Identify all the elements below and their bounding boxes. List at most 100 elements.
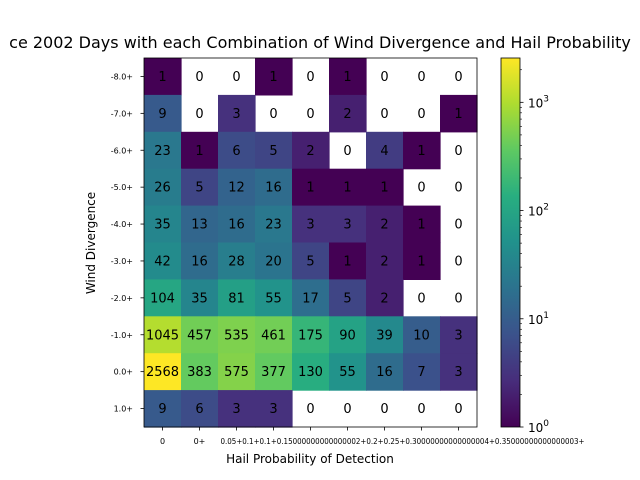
y-tick-label: -3.0+ [111, 257, 133, 266]
heatmap-cell [329, 205, 367, 244]
cell-value-label: 0 [380, 70, 388, 85]
cell-value-label: 3 [454, 328, 462, 343]
heatmap-cell [255, 205, 293, 244]
cell-value-label: 3 [269, 402, 277, 417]
heatmap-cell [440, 353, 478, 391]
y-axis-label: Wind Divergence [84, 192, 98, 294]
heatmap-cell [366, 168, 404, 207]
cell-value-label: 2 [343, 107, 351, 122]
x-axis-label: Hail Probability of Detection [226, 452, 394, 466]
cell-value-label: 3 [343, 218, 351, 233]
cell-value-label: 16 [228, 218, 245, 233]
cell-value-label: 1 [195, 144, 203, 159]
heatmap-cell [181, 131, 219, 170]
x-axis-ticks: 0 0+ 0.05+0.1+0.1+0.15000000000000002+0.2+… [160, 427, 585, 446]
cell-value-label: 10 [413, 328, 430, 343]
y-tick-label: -1.0+ [111, 331, 133, 340]
y-tick-label: 0.0+ [114, 368, 133, 377]
heatmap-cell [366, 316, 404, 354]
colorbar-ticks: 100 101 102 103 [520, 69, 549, 435]
heatmap-cell [292, 131, 330, 170]
cell-value-label: 0 [417, 291, 425, 306]
heatmap-cell [292, 205, 330, 244]
cell-value-label: 3 [232, 107, 240, 122]
cell-value-label: 1 [158, 70, 166, 85]
colorbar-tick-label: 101 [528, 311, 549, 327]
cell-value-label: 0 [454, 181, 462, 196]
y-tick-label: -7.0+ [111, 109, 133, 118]
cell-value-label: 0 [306, 70, 314, 85]
cell-value-label: 16 [191, 254, 208, 269]
cell-value-label: 457 [187, 328, 212, 343]
cell-value-label: 377 [261, 365, 286, 380]
cell-value-label: 104 [150, 291, 175, 306]
cell-value-label: 1 [343, 70, 351, 85]
heatmap-cell [181, 316, 219, 354]
cell-value-label: 461 [261, 328, 286, 343]
heatmap-cell [218, 168, 256, 207]
heatmap-cell [218, 94, 256, 133]
y-axis-ticks: -8.0+ -7.0+ -6.0+ -5.0+ -4.0+ -3.0+ -2.0+ -1.0+… [111, 72, 144, 414]
heatmap-cell [292, 168, 330, 207]
heatmap-cell [255, 131, 293, 170]
cell-value-label: 5 [343, 291, 351, 306]
cell-value-label: 0 [343, 144, 351, 159]
cell-value-label: 383 [187, 365, 212, 380]
cell-value-label: 1 [343, 181, 351, 196]
cell-value-label: 5 [306, 254, 314, 269]
heatmap-cell [403, 353, 441, 391]
heatmap-cell [181, 353, 219, 391]
heatmap-cell [329, 353, 367, 391]
cell-value-label: 2 [380, 291, 388, 306]
heatmap-cell [255, 316, 293, 354]
heatmap-cell [366, 242, 404, 280]
heatmap-cell [181, 279, 219, 317]
heatmap-cell [329, 279, 367, 317]
cell-value-label: 0 [454, 70, 462, 85]
cell-value-label: 1 [417, 218, 425, 233]
cell-value-label: 1045 [146, 328, 179, 343]
cell-value-label: 0 [454, 218, 462, 233]
heatmap-cell [292, 279, 330, 317]
y-tick-label: -4.0+ [111, 220, 133, 229]
heatmap-cell [218, 353, 256, 391]
heatmap-cell [255, 168, 293, 207]
heatmap-cell [292, 242, 330, 280]
heatmap-cell [403, 316, 441, 354]
y-tick-label: -6.0+ [111, 146, 133, 155]
heatmap-cell [329, 58, 367, 96]
colorbar: 100 101 102 103 [500, 57, 549, 435]
heatmap-cell [144, 168, 182, 207]
heatmap-cell [144, 131, 182, 170]
heatmap-cell [144, 205, 182, 244]
cell-value-label: 1 [306, 181, 314, 196]
cell-value-label: 55 [339, 365, 356, 380]
colorbar-tick-label: 102 [528, 203, 549, 219]
cell-value-label: 0 [380, 402, 388, 417]
cell-value-label: 2 [306, 144, 314, 159]
heatmap-cell [144, 390, 182, 428]
cell-value-label: 81 [228, 291, 245, 306]
cell-value-label: 5 [195, 181, 203, 196]
cell-value-label: 2 [380, 218, 388, 233]
cell-value-label: 1 [380, 181, 388, 196]
heatmap-cell [292, 353, 330, 391]
cell-value-label: 0 [454, 402, 462, 417]
cell-value-label: 2 [380, 254, 388, 269]
cell-value-label: 1 [417, 254, 425, 269]
cell-value-label: 0 [417, 402, 425, 417]
heatmap-cell [144, 316, 182, 354]
heatmap-cell [218, 205, 256, 244]
cell-value-label: 7 [417, 365, 425, 380]
heatmap-cell [255, 353, 293, 391]
cell-value-label: 13 [191, 218, 208, 233]
cell-value-label: 0 [417, 107, 425, 122]
cell-value-label: 175 [298, 328, 323, 343]
colorbar-gradient [500, 57, 521, 428]
heatmap-cell [144, 58, 182, 96]
cell-value-label: 0 [417, 70, 425, 85]
cell-value-label: 35 [154, 218, 171, 233]
cell-value-label: 55 [265, 291, 282, 306]
heatmap-cell [144, 279, 182, 317]
cell-value-label: 16 [265, 181, 282, 196]
